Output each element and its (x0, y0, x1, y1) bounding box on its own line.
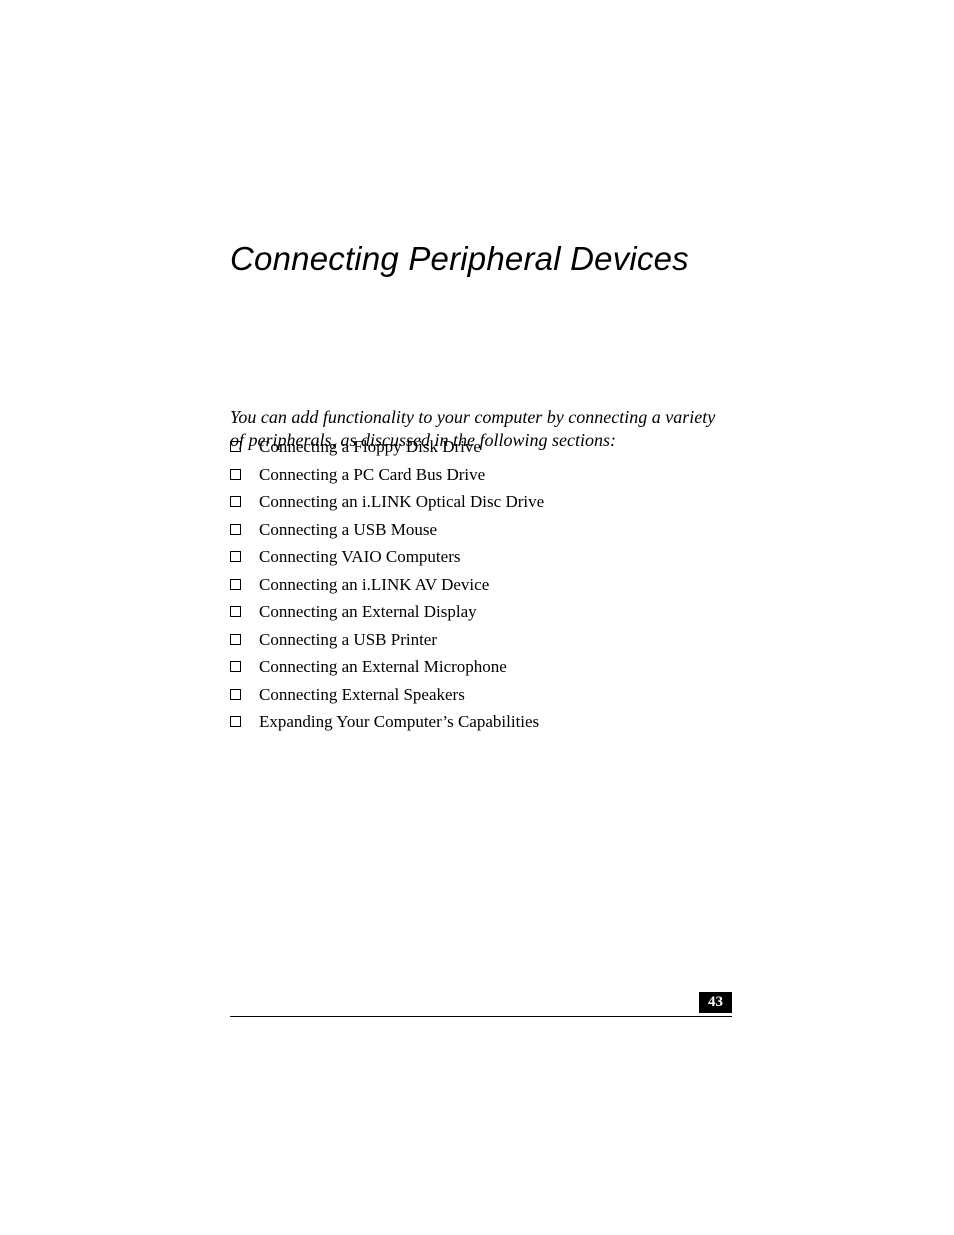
list-item: Connecting a Floppy Disk Drive (230, 438, 730, 455)
page-footer: 43 (230, 1016, 732, 1017)
list-item: Connecting a PC Card Bus Drive (230, 466, 730, 483)
list-item: Connecting a USB Mouse (230, 521, 730, 538)
list-item-label: Connecting an i.LINK AV Device (259, 576, 489, 593)
square-bullet-icon (230, 579, 241, 590)
footer-rule (230, 1016, 732, 1017)
list-item: Connecting VAIO Computers (230, 548, 730, 565)
square-bullet-icon (230, 606, 241, 617)
list-item-label: Connecting a Floppy Disk Drive (259, 438, 481, 455)
list-item-label: Connecting an External Microphone (259, 658, 507, 675)
list-item-label: Connecting an i.LINK Optical Disc Drive (259, 493, 544, 510)
list-item: Connecting an i.LINK Optical Disc Drive (230, 493, 730, 510)
square-bullet-icon (230, 689, 241, 700)
list-item: Connecting an External Display (230, 603, 730, 620)
section-list: Connecting a Floppy Disk Drive Connectin… (230, 438, 730, 741)
list-item-label: Connecting VAIO Computers (259, 548, 460, 565)
square-bullet-icon (230, 441, 241, 452)
square-bullet-icon (230, 661, 241, 672)
list-item-label: Connecting a USB Mouse (259, 521, 437, 538)
page-number-badge: 43 (699, 992, 732, 1013)
list-item: Expanding Your Computer’s Capabilities (230, 713, 730, 730)
square-bullet-icon (230, 551, 241, 562)
list-item-label: Expanding Your Computer’s Capabilities (259, 713, 539, 730)
list-item: Connecting an External Microphone (230, 658, 730, 675)
list-item-label: Connecting a PC Card Bus Drive (259, 466, 485, 483)
page-title: Connecting Peripheral Devices (230, 240, 689, 278)
square-bullet-icon (230, 634, 241, 645)
list-item-label: Connecting External Speakers (259, 686, 465, 703)
document-page: Connecting Peripheral Devices You can ad… (0, 0, 954, 1235)
list-item: Connecting an i.LINK AV Device (230, 576, 730, 593)
list-item: Connecting a USB Printer (230, 631, 730, 648)
square-bullet-icon (230, 496, 241, 507)
list-item-label: Connecting a USB Printer (259, 631, 437, 648)
list-item: Connecting External Speakers (230, 686, 730, 703)
square-bullet-icon (230, 469, 241, 480)
square-bullet-icon (230, 716, 241, 727)
list-item-label: Connecting an External Display (259, 603, 477, 620)
square-bullet-icon (230, 524, 241, 535)
